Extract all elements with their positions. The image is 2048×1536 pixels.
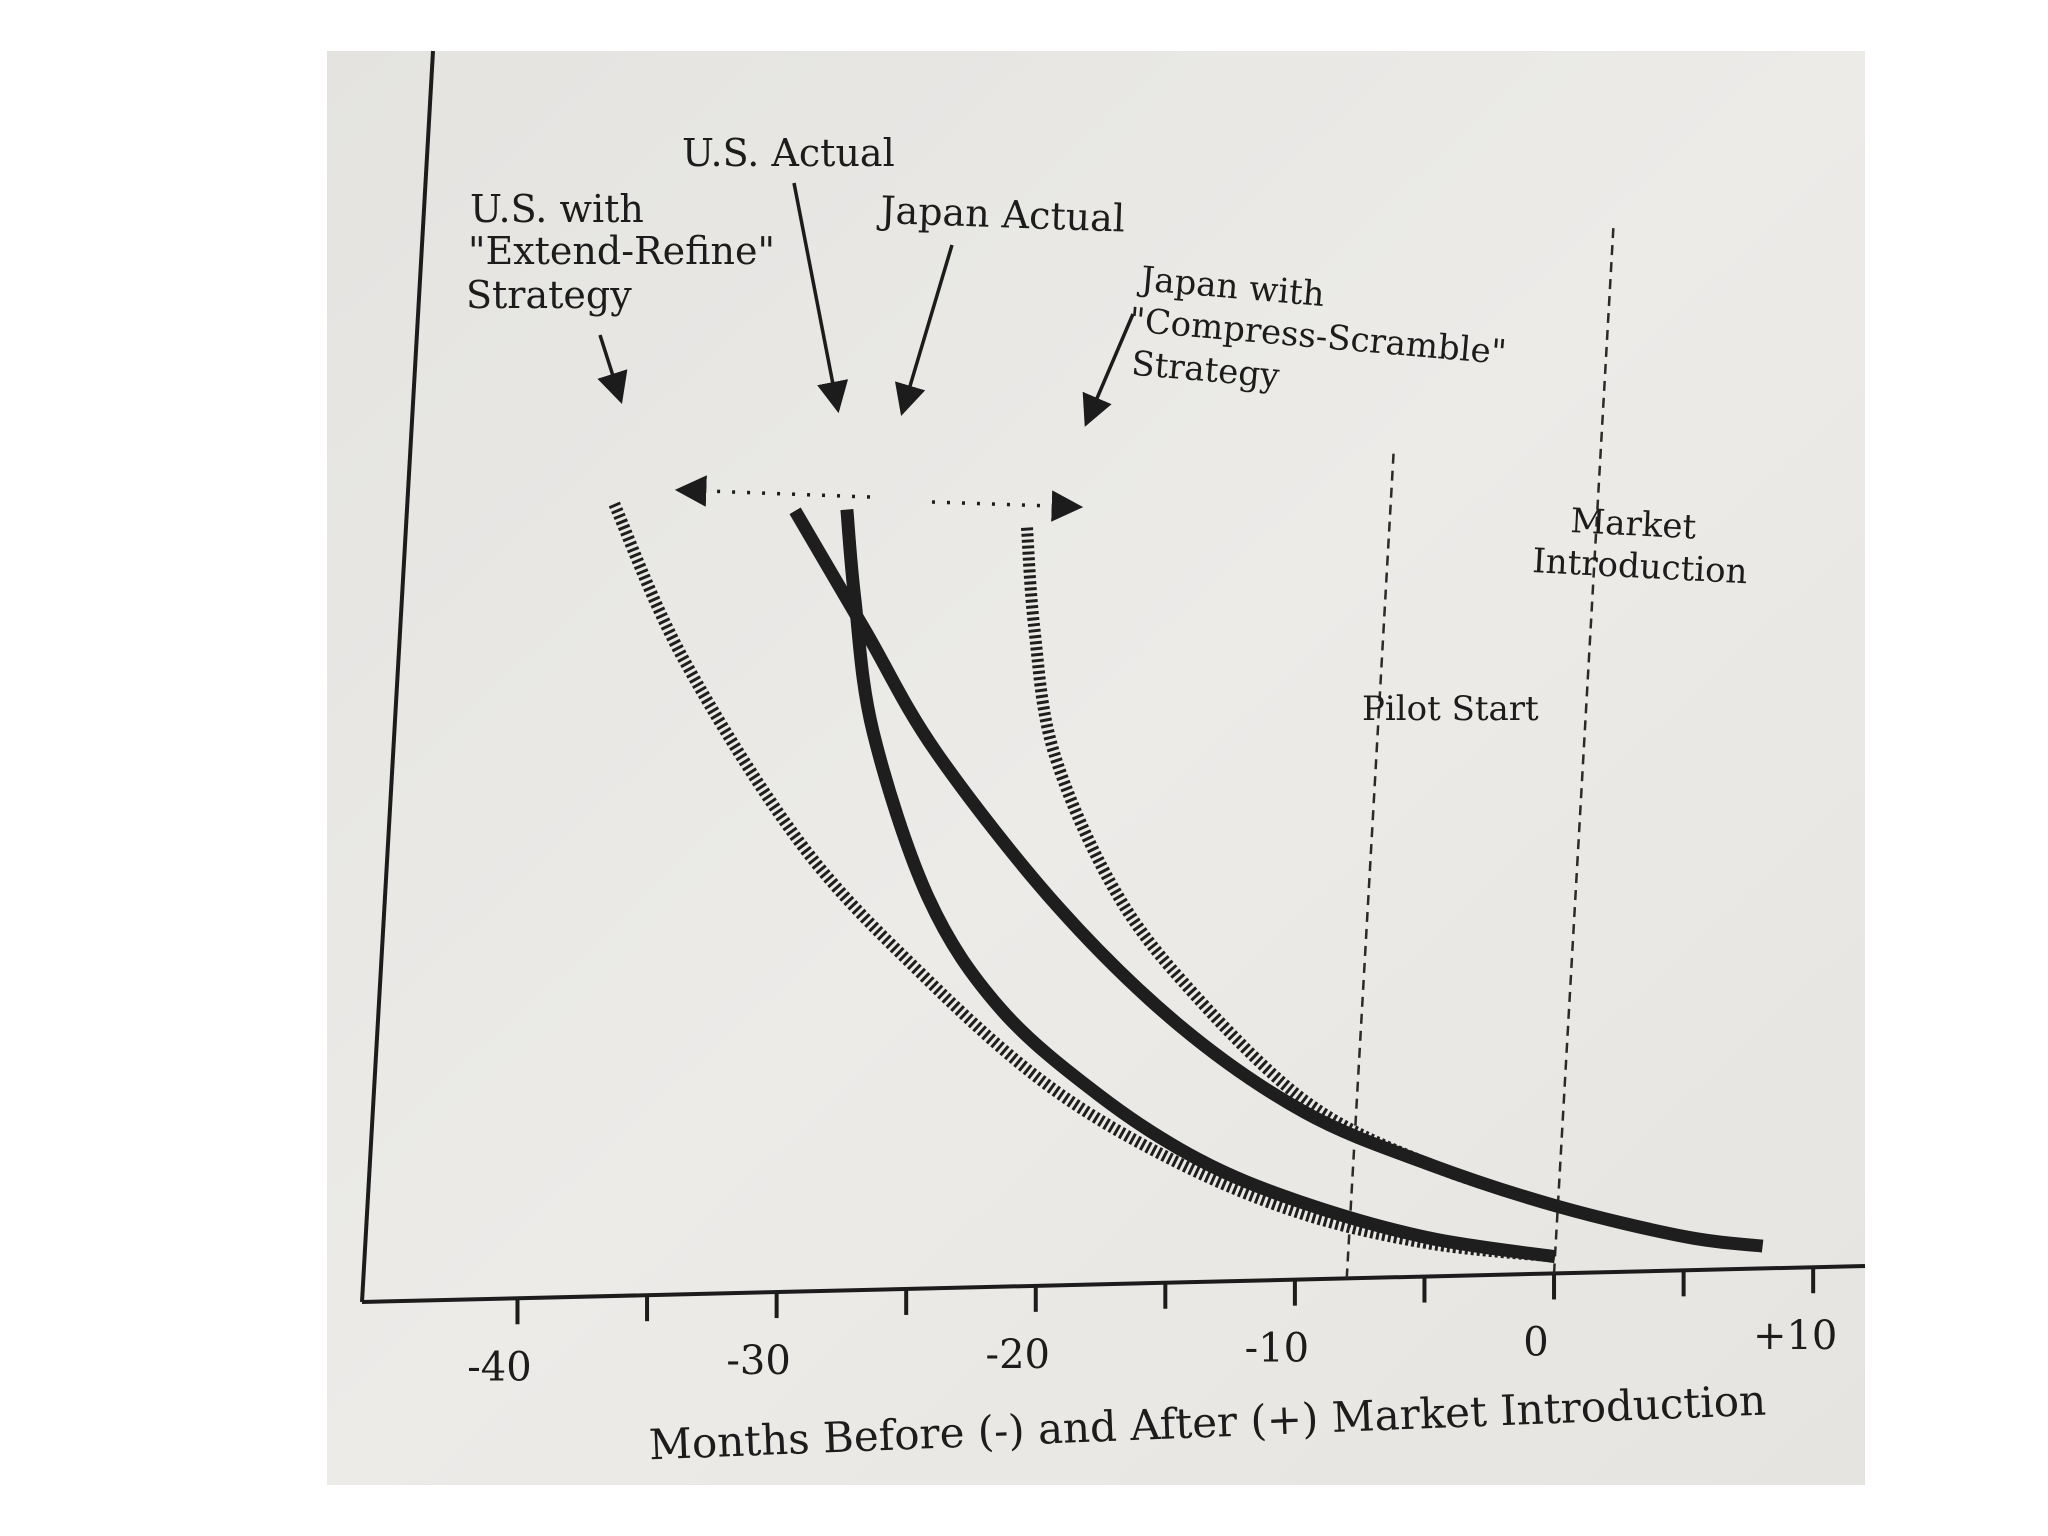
series-japan-actual — [840, 509, 1556, 1264]
series-us-extend-refine — [608, 501, 1556, 1263]
reference-line — [1552, 223, 1615, 1274]
annotation-us-extend-line2: "Extend-Refine" — [468, 229, 775, 273]
x-tick-label: -40 — [467, 1344, 531, 1390]
series-curves — [608, 501, 1764, 1264]
x-tick-label: 0 — [1523, 1319, 1548, 1365]
x-axis-ticks — [515, 1267, 1816, 1325]
x-tick-label: -30 — [726, 1338, 790, 1384]
series-japan-compress-scramble — [1021, 527, 1560, 1213]
pointer-japan-compress — [1082, 313, 1135, 427]
x-tick-label: -20 — [986, 1332, 1050, 1378]
x-axis-tick-labels: -40 -30 -20 -10 0 +10 — [467, 1313, 1837, 1390]
annotation-japan-actual: Japan Actual — [876, 188, 1126, 241]
series-us-actual — [789, 507, 1764, 1253]
dotted-arrow-left — [674, 475, 871, 507]
x-tick-label: +10 — [1753, 1313, 1837, 1359]
y-axis-line — [360, 50, 435, 1303]
pointer-us-actual — [792, 182, 849, 414]
annotation-pilot-start: Pilot Start — [1362, 689, 1539, 729]
x-axis-line — [361, 1264, 1866, 1304]
paper-background — [327, 51, 1865, 1485]
annotation-us-actual: U.S. Actual — [682, 131, 895, 175]
annotation-us-extend: U.S. with "Extend-Refine" Strategy — [466, 187, 775, 317]
pointer-japan-actual — [894, 244, 954, 417]
x-tick-label: -10 — [1245, 1326, 1309, 1372]
annotation-us-extend-line3: Strategy — [466, 273, 632, 317]
pointer-us-extend — [597, 334, 628, 405]
annotation-market-intro-line1: Market — [1570, 501, 1698, 548]
annotation-us-extend-line1: U.S. with — [470, 187, 644, 231]
